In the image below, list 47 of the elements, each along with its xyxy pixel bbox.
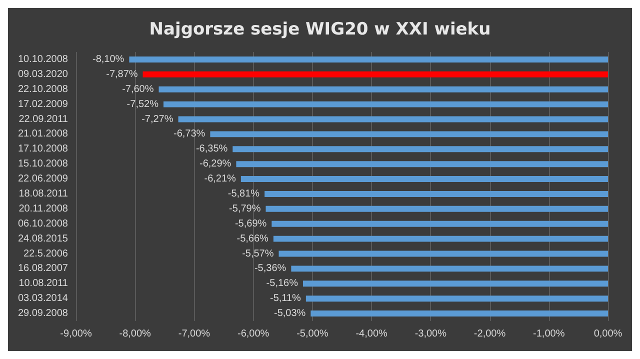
y-tick-label: 22.06.2009 bbox=[18, 174, 68, 185]
data-label: -6,73% bbox=[173, 128, 206, 140]
data-label: -5,11% bbox=[270, 293, 302, 304]
y-tick-label: 21.01.2008 bbox=[18, 128, 68, 140]
y-tick-label: 17.02.2009 bbox=[18, 98, 68, 110]
y-tick-label: 09.03.2020 bbox=[18, 68, 68, 80]
data-label: -5,79% bbox=[229, 203, 261, 214]
y-tick-label: 24.08.2015 bbox=[18, 233, 68, 244]
data-label: -5,81% bbox=[228, 188, 260, 200]
data-label: -7,60% bbox=[122, 84, 154, 95]
data-label: -6,29% bbox=[200, 158, 232, 170]
x-tick-label: -4,00% bbox=[356, 328, 388, 340]
data-label: -5,03% bbox=[274, 308, 306, 320]
data-label: -7,87% bbox=[106, 68, 138, 80]
data-label: -5,36% bbox=[254, 263, 286, 274]
y-tick-label: 16.08.2007 bbox=[18, 263, 68, 274]
y-tick-label: 15.10.2008 bbox=[18, 158, 68, 170]
y-tick-label: 18.08.2011 bbox=[18, 188, 68, 200]
data-label: -5,16% bbox=[266, 278, 298, 290]
y-tick-label: 10.10.2008 bbox=[18, 54, 68, 65]
x-tick-label: -5,00% bbox=[296, 328, 328, 340]
x-tick-label: -8,00% bbox=[119, 328, 152, 340]
data-label: -6,21% bbox=[204, 174, 236, 185]
x-tick-label: -7,00% bbox=[178, 328, 210, 340]
y-tick-label: 17.10.2008 bbox=[18, 144, 68, 155]
data-label: -7,27% bbox=[142, 114, 174, 125]
y-tick-label: 20.11.2008 bbox=[18, 203, 68, 214]
y-tick-label: 29.09.2008 bbox=[18, 308, 68, 320]
x-tick-label: -1,00% bbox=[533, 328, 565, 340]
data-label: -5,66% bbox=[236, 233, 269, 244]
y-tick-label: 22.09.2011 bbox=[18, 114, 68, 125]
x-tick-label: -6,00% bbox=[237, 328, 270, 340]
y-tick-label: 10.08.2011 bbox=[18, 278, 68, 290]
data-label: -8,10% bbox=[92, 54, 124, 65]
data-label: -7,52% bbox=[126, 98, 159, 110]
chart-title: Najgorsze sesje WIG20 w XXI wieku bbox=[149, 20, 491, 40]
data-label: -5,57% bbox=[242, 248, 274, 260]
x-tick-label: -9,00% bbox=[60, 328, 92, 340]
y-tick-label: 06.10.2008 bbox=[18, 218, 68, 230]
data-label: -5,69% bbox=[234, 218, 267, 230]
x-tick-label: -3,00% bbox=[414, 328, 447, 340]
x-tick-label: 0,00% bbox=[594, 328, 622, 340]
y-tick-label: 03.03.2014 bbox=[18, 293, 68, 304]
data-label: -6,35% bbox=[196, 144, 228, 155]
x-tick-label: -2,00% bbox=[474, 328, 506, 340]
y-tick-label: 22.10.2008 bbox=[18, 84, 68, 95]
y-tick-label: 22.5.2006 bbox=[24, 248, 68, 260]
